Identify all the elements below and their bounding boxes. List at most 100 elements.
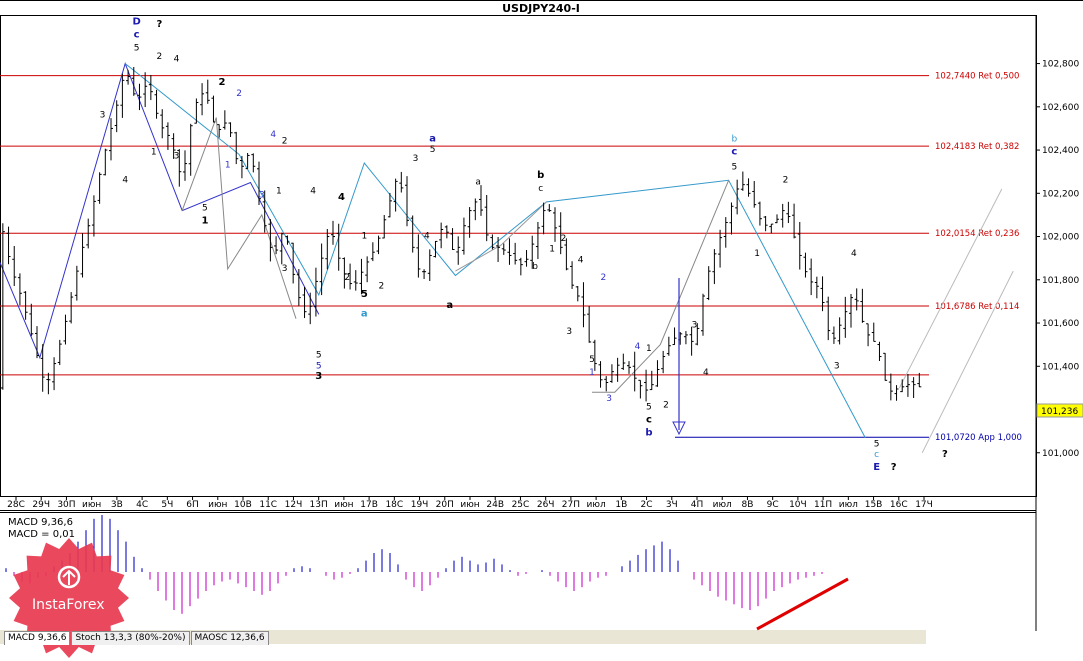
date-tick-label: 15В [865, 500, 883, 510]
wave-label: 2 [561, 234, 567, 244]
wave-label: 4 [310, 186, 316, 196]
level-label: 102,0154 Ret 0,236 [935, 229, 1019, 239]
date-tick-label: 3Ч [666, 500, 678, 510]
price-tick-label: 102,400 [1042, 146, 1079, 156]
date-tick-label: 27П [562, 500, 580, 510]
wave-label: 3 [174, 152, 180, 162]
macd-divergence-line [756, 577, 849, 631]
wave-label: 3 [566, 327, 572, 337]
date-tick-label: июн [208, 500, 227, 510]
wave-label: 1 [549, 245, 555, 255]
current-price-tag [1036, 403, 1083, 418]
wave-line [0, 62, 320, 360]
price-tick-label: 102,800 [1042, 60, 1079, 70]
wave-label: a [361, 309, 368, 320]
wave-label: 5 [316, 351, 322, 361]
date-tick-label: 11С [259, 500, 277, 510]
wave-line [592, 180, 730, 393]
date-tick-label: июн [82, 500, 101, 510]
chart-title: USDJPY240-I [502, 2, 580, 15]
wave-label: 2 [157, 52, 163, 62]
wave-label: 1 [225, 160, 231, 170]
wave-label: 2 [601, 273, 607, 283]
date-tick-label: 11П [814, 500, 832, 510]
wave-label: 4 [578, 255, 584, 265]
wave-label: 3 [259, 191, 265, 201]
wave-label: 2 [282, 137, 288, 147]
wave-label: c [134, 30, 140, 41]
wave-label: 5 [202, 204, 208, 214]
level-label: 102,4183 Ret 0,382 [935, 142, 1019, 152]
wave-label: 2 [344, 273, 350, 283]
date-tick-label: 19Ч [411, 500, 429, 510]
wave-label: 1 [361, 232, 367, 242]
level-label: 101,0720 App 1,000 [935, 433, 1022, 443]
wave-label: 3 [606, 394, 612, 404]
wave-label: 3 [315, 371, 322, 382]
date-tick-label: 29Ч [32, 500, 50, 510]
indicator-tab[interactable]: MAOSC 12,36,6 [190, 631, 269, 645]
date-tick-label: 4П [691, 500, 704, 510]
wave-label: 2 [219, 77, 226, 88]
date-tick-label: 1В [615, 500, 627, 510]
date-tick-label: 17Ч [915, 500, 933, 510]
wave-label: 4 [424, 232, 430, 242]
date-tick-label: 12Ч [285, 500, 303, 510]
wave-label: 1 [276, 186, 282, 196]
wave-label: 4 [122, 175, 128, 185]
wave-label: c [646, 414, 652, 425]
date-tick-label: июл [713, 500, 732, 510]
indicator-tab[interactable]: Stoch 13,3,3 (80%-20%) [71, 631, 190, 645]
date-tick-label: 9С [767, 500, 779, 510]
date-tick-label: 17В [360, 500, 378, 510]
date-tick-label: июн [334, 500, 353, 510]
macd-value: MACD = 0,01 [8, 529, 75, 540]
price-bars [0, 67, 922, 402]
wave-label: b [532, 262, 538, 272]
date-tick-label: 13П [310, 500, 328, 510]
date-tick-label: 26Ч [537, 500, 555, 510]
indicator-tab[interactable]: MACD 9,36,6 [4, 631, 71, 645]
price-tick-label: 102,600 [1042, 103, 1079, 113]
price-tick-label: 101,800 [1042, 276, 1079, 286]
date-tick-label: 20П [436, 500, 454, 510]
level-label: 102,7440 Ret 0,500 [935, 72, 1019, 82]
wave-label: 5 [316, 361, 322, 371]
date-tick-label: 10В [234, 500, 252, 510]
wave-line [455, 201, 547, 272]
wave-label: c [874, 450, 879, 460]
date-tick-label: 8В [741, 500, 753, 510]
wave-label: 5 [430, 145, 436, 155]
wave-line [124, 63, 866, 438]
date-tick-label: 28С [7, 500, 25, 510]
price-axis: 102,800 102,600 102,400 102,200 102,000 101,8… [1036, 60, 1079, 459]
wave-lines [0, 62, 1014, 454]
level-label: 101,6786 Ret 0,114 [935, 302, 1019, 312]
wave-label: 1 [754, 249, 760, 259]
macd-label: MACD 9,36,6 [8, 517, 73, 528]
date-tick-label: июн [460, 500, 479, 510]
wave-label: 5 [134, 44, 140, 54]
price-tick-label: 101,000 [1042, 449, 1079, 459]
wave-line [898, 188, 1003, 389]
wave-label: 2 [783, 175, 789, 185]
fibonacci-levels: 102,7440 Ret 0,500 102,4183 Ret 0,382 102,… [0, 72, 1022, 443]
wave-label: 1 [201, 216, 208, 227]
indicator-tabs: MACD 9,36,6 Stoch 13,3,3 (80%-20%) MAOSC 1… [4, 631, 270, 645]
wave-label: 3 [692, 320, 698, 330]
wave-label: a [429, 133, 436, 144]
wave-label: 2 [379, 281, 385, 291]
wave-label: 4 [174, 54, 180, 64]
date-tick-label: 3В [111, 500, 123, 510]
date-tick-label: июл [839, 500, 858, 510]
wave-label: ? [156, 19, 162, 30]
wave-label: 5 [646, 403, 652, 413]
price-tick-label: 102,200 [1042, 189, 1079, 199]
date-tick-label: 6П [186, 500, 199, 510]
wave-label: c [538, 184, 543, 194]
wave-label: 5 [589, 355, 595, 365]
date-tick-label: 30П [57, 500, 75, 510]
wave-label: 4 [703, 368, 709, 378]
wave-label: 3 [413, 154, 419, 164]
